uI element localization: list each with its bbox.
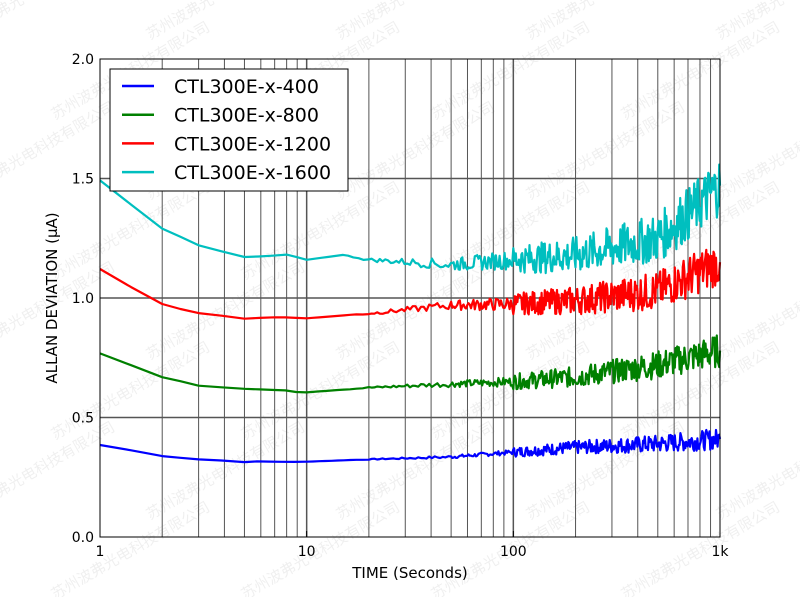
watermark-text: 苏州波弗光电科技有限公司 bbox=[48, 338, 213, 444]
legend-label: CTL300E-x-1600 bbox=[174, 162, 331, 184]
legend-label: CTL300E-x-1200 bbox=[174, 133, 331, 155]
watermark-text: 苏州波弗光电科技有限公司 bbox=[428, 18, 593, 124]
watermark-text: 苏州波弗光电科技有限公司 bbox=[238, 498, 403, 597]
y-tick-label: 0.0 bbox=[72, 530, 94, 546]
tick-labels: 1 10 100 1k 0.0 0.5 1.0 1.5 2.0 bbox=[72, 52, 730, 560]
y-tick-label: 1.0 bbox=[72, 291, 94, 307]
watermark-text: 苏州波弗光电科技有限公司 bbox=[333, 418, 498, 524]
watermark-text: 苏州波弗光电科技有限公司 bbox=[143, 418, 308, 524]
watermark-text: 苏州波弗光电科技有限公司 bbox=[333, 98, 498, 204]
watermark-text: 苏州波弗光电科技有限公司 bbox=[428, 338, 593, 444]
series-lines bbox=[99, 163, 722, 464]
x-tick-label: 10 bbox=[298, 544, 316, 560]
watermark-text: 苏州波弗光电科技有限公司 bbox=[333, 258, 498, 364]
watermark-text: 苏州波弗光电科技有限公司 bbox=[0, 0, 118, 43]
series-line-CTL300E-x-400 bbox=[99, 428, 722, 464]
series-line-CTL300E-x-1200 bbox=[99, 248, 722, 320]
watermark-text: 苏州波弗光电科技有限公司 bbox=[143, 258, 308, 364]
legend-label: CTL300E-x-400 bbox=[174, 76, 319, 98]
x-tick-label: 1k bbox=[711, 544, 729, 560]
series-line-CTL300E-x-800 bbox=[99, 334, 722, 394]
watermark-text: 苏州波弗光电科技有限公司 bbox=[523, 0, 688, 43]
watermark-text: 苏州波弗光电科技有限公司 bbox=[523, 98, 688, 204]
x-tick-label: 100 bbox=[500, 544, 527, 560]
legend-box bbox=[109, 68, 349, 192]
watermark-text: 苏州波弗光电科技有限公司 bbox=[333, 0, 498, 43]
y-tick-label: 1.5 bbox=[72, 172, 94, 188]
series-line-CTL300E-x-1600 bbox=[99, 163, 722, 275]
plot-frame bbox=[99, 58, 721, 538]
watermark-text: 苏州波弗光电科技有限公司 bbox=[48, 498, 213, 597]
watermark-text: 苏州波弗光电科技有限公司 bbox=[48, 178, 213, 284]
grid bbox=[100, 59, 720, 537]
watermark-text: 苏州波弗光电科技有限公司 bbox=[143, 0, 308, 43]
legend-label: CTL300E-x-800 bbox=[174, 105, 319, 127]
x-tick-label: 1 bbox=[96, 544, 105, 560]
y-axis-label: ALLAN DEVIATION (µA) bbox=[43, 212, 61, 383]
legend: CTL300E-x-400 CTL300E-x-800 CTL300E-x-1200… bbox=[109, 68, 349, 192]
watermark-text: 苏州波弗光电科技有限公司 bbox=[523, 418, 688, 524]
x-axis-label: TIME (Seconds) bbox=[351, 564, 468, 582]
watermark-text: 苏州波弗光电科技有限公司 bbox=[238, 178, 403, 284]
y-tick-label: 2.0 bbox=[72, 52, 94, 68]
y-tick-label: 0.5 bbox=[72, 411, 94, 427]
